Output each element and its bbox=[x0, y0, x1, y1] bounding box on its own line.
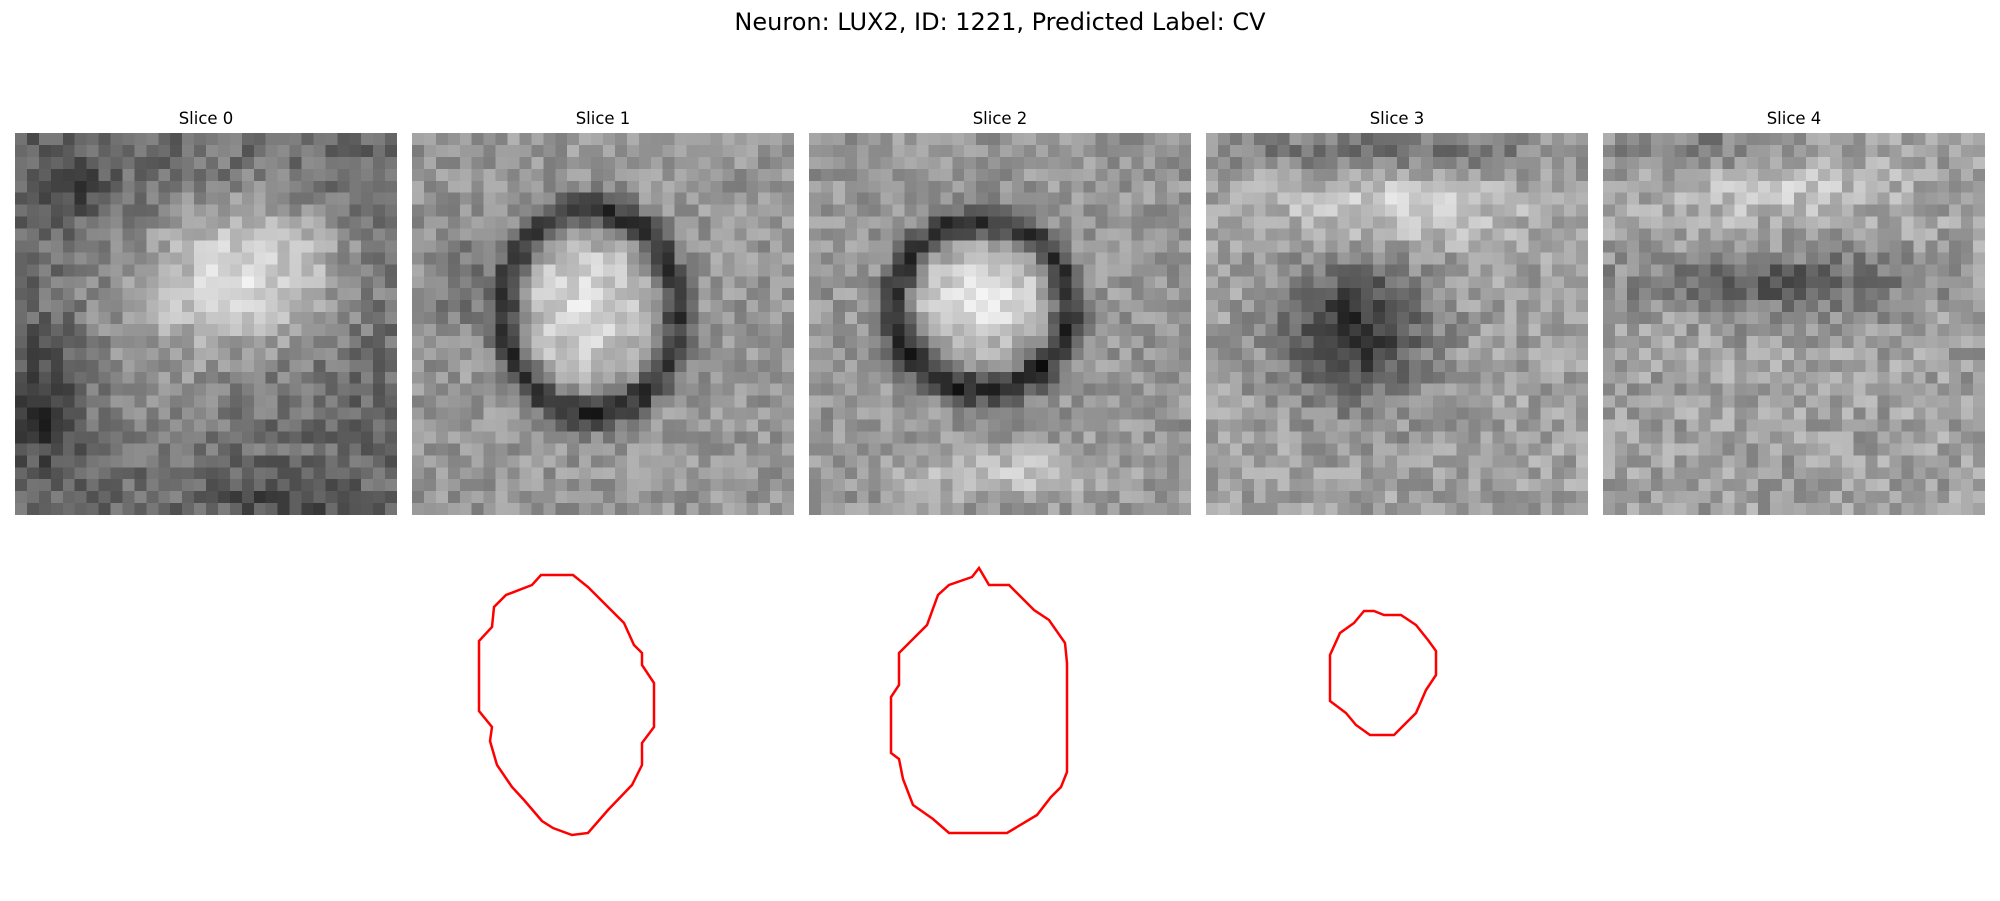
slice-image bbox=[15, 133, 397, 515]
slice-title: Slice 3 bbox=[1369, 109, 1425, 128]
slice-image bbox=[809, 133, 1191, 515]
segmentation-contour bbox=[477, 573, 656, 837]
slice-panel-1: Slice 1 bbox=[412, 108, 794, 901]
slice-title: Slice 2 bbox=[972, 109, 1028, 128]
segmentation-contour bbox=[1328, 609, 1438, 737]
slice-title: Slice 1 bbox=[575, 109, 631, 128]
slice-title: Slice 4 bbox=[1766, 109, 1822, 128]
slice-panel-0: Slice 0 bbox=[15, 108, 397, 515]
segmentation-contour-outline bbox=[477, 573, 656, 837]
segmentation-contour bbox=[889, 565, 1069, 835]
slice-title: Slice 0 bbox=[178, 109, 234, 128]
slice-image bbox=[1206, 133, 1588, 515]
slice-panel-4: Slice 4 bbox=[1603, 108, 1985, 515]
slice-image bbox=[1603, 133, 1985, 515]
slice-panel-3: Slice 3 bbox=[1206, 108, 1588, 901]
segmentation-contour-outline bbox=[889, 565, 1069, 835]
segmentation-contour-outline bbox=[1328, 609, 1438, 737]
figure-title: Neuron: LUX2, ID: 1221, Predicted Label:… bbox=[734, 8, 1266, 36]
slice-image bbox=[412, 133, 794, 515]
slice-panel-2: Slice 2 bbox=[809, 108, 1191, 901]
